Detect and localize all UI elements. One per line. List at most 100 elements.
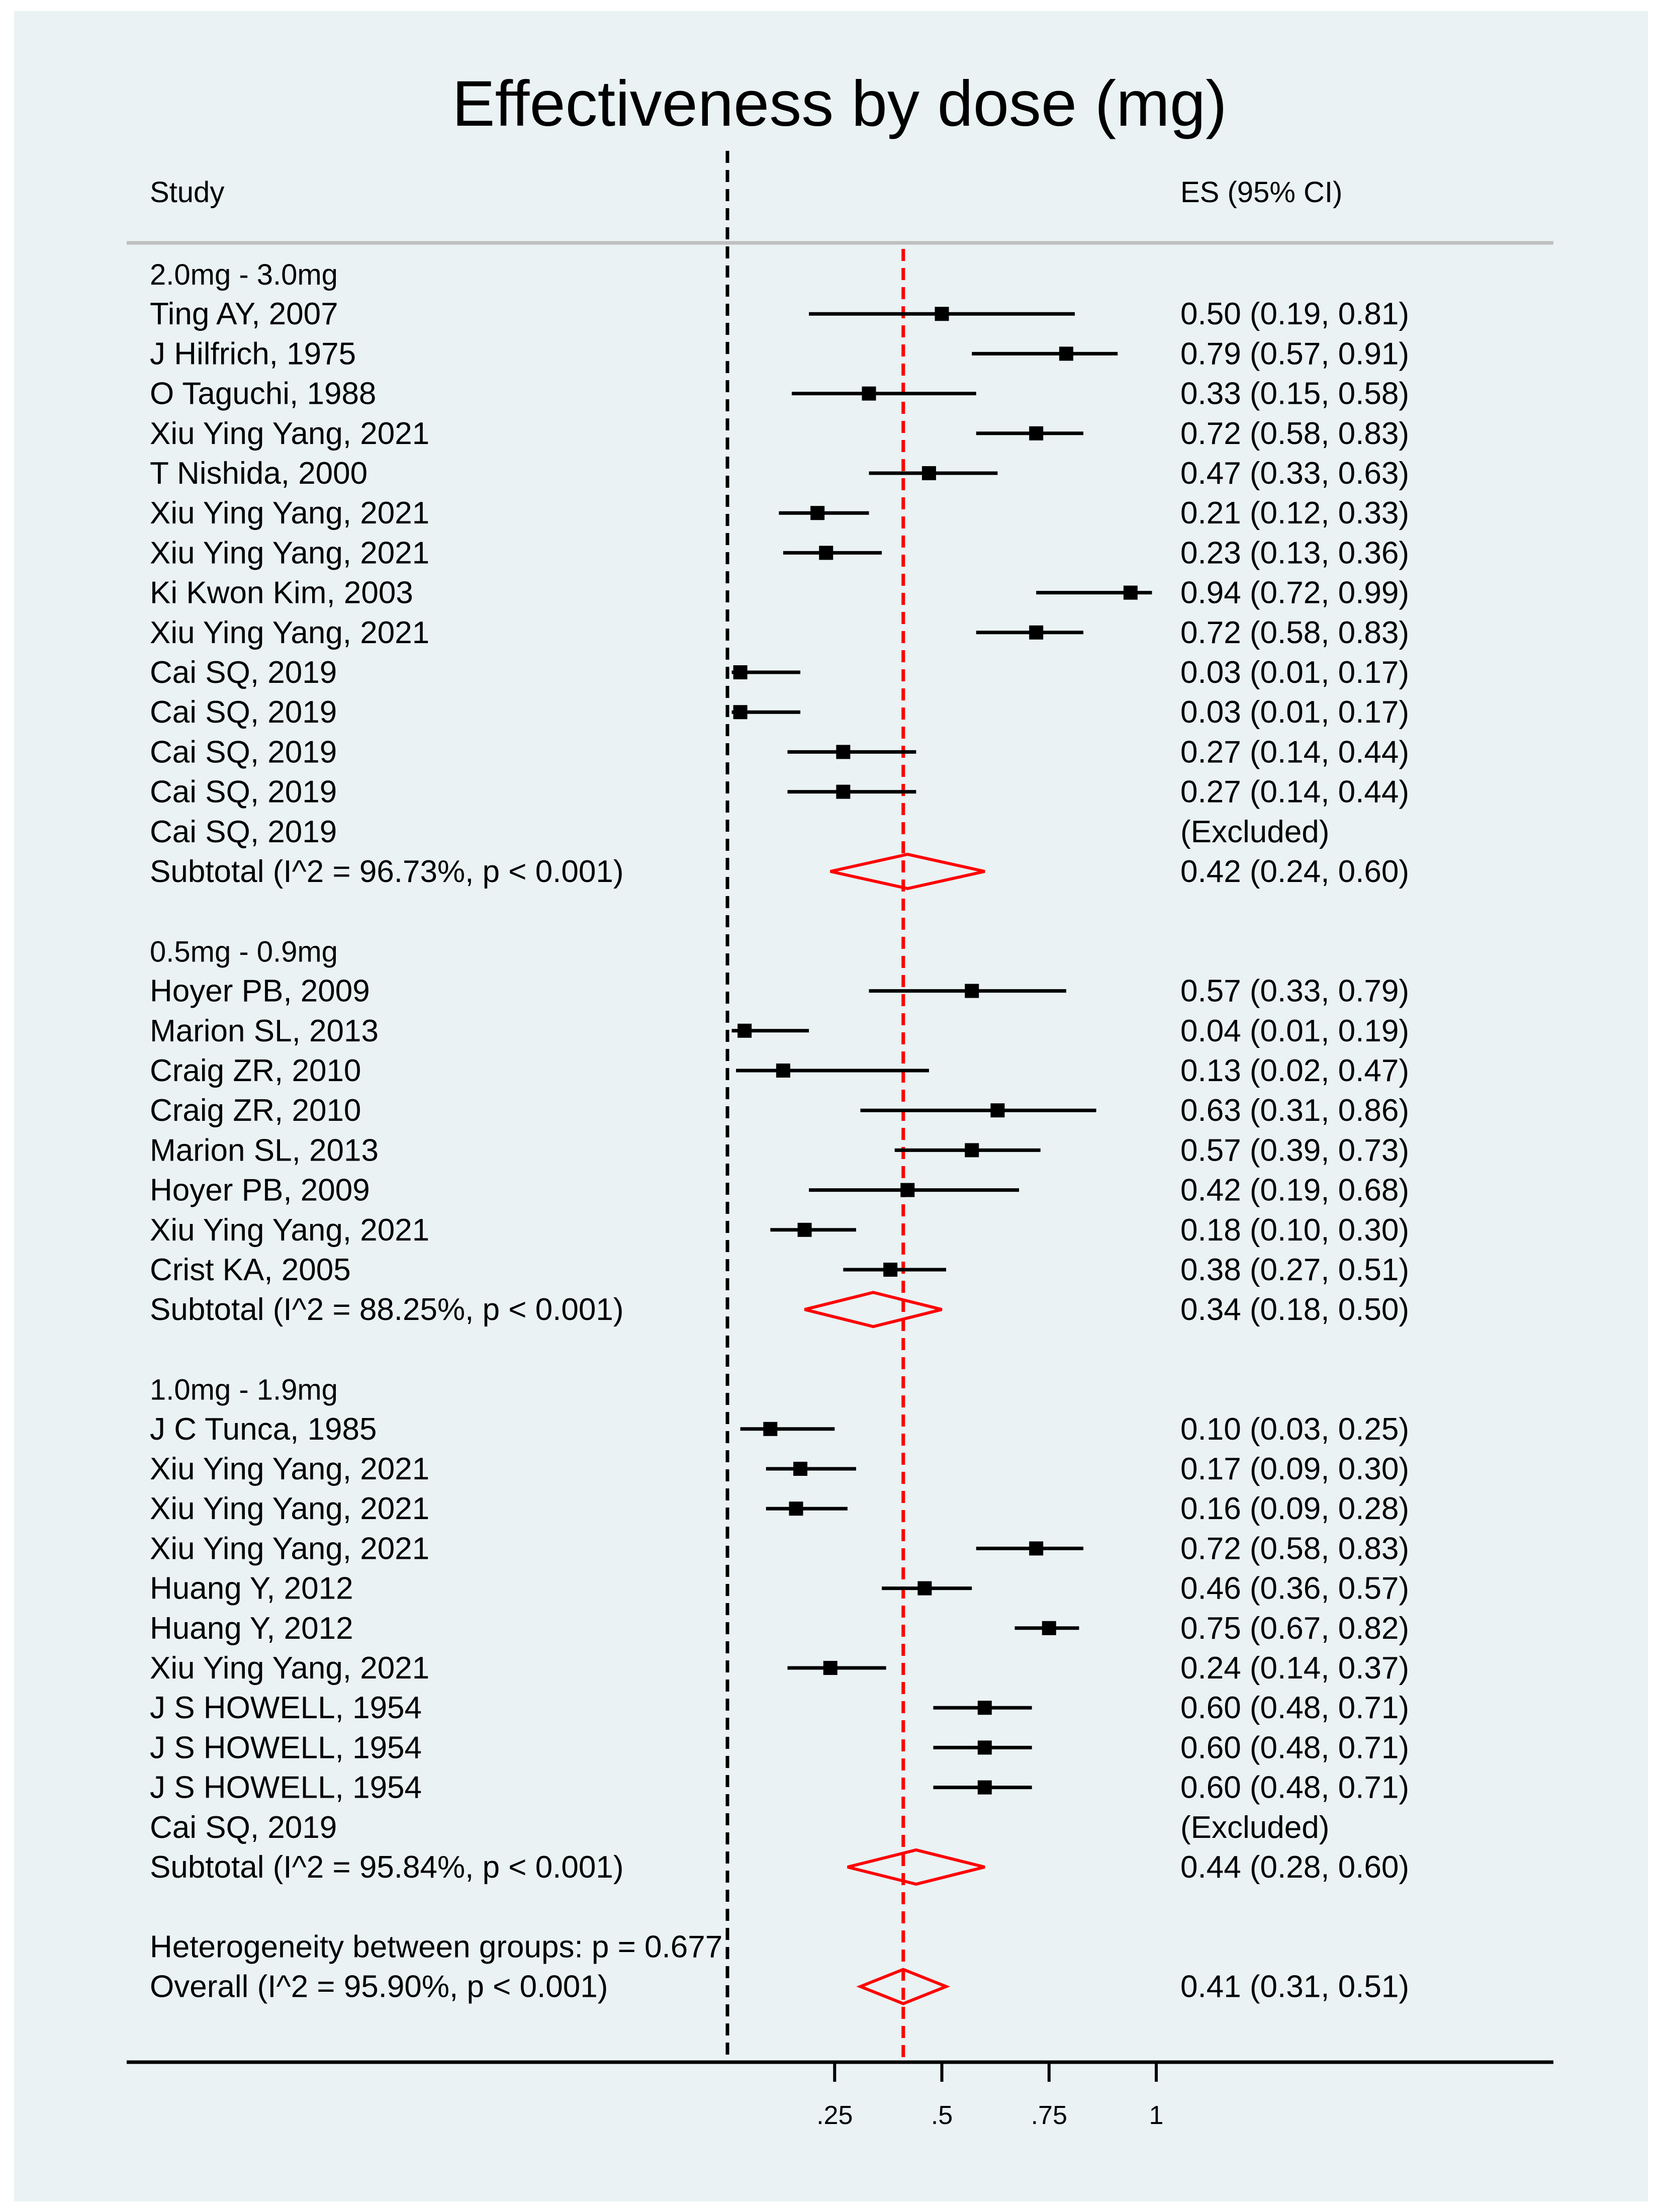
- es-ci-label: 0.23 (0.13, 0.36): [1180, 536, 1409, 570]
- study-row: Xiu Ying Yang, 2021 0.17 (0.09, 0.30): [150, 1452, 1409, 1486]
- effect-marker: [823, 1661, 838, 1675]
- study-label: Xiu Ying Yang, 2021: [150, 1531, 429, 1566]
- effect-marker: [921, 466, 936, 480]
- effect-marker: [789, 1501, 803, 1516]
- es-ci-label: 0.03 (0.01, 0.17): [1180, 695, 1409, 730]
- es-ci-label: 0.33 (0.15, 0.58): [1180, 377, 1409, 411]
- es-column-header: ES (95% CI): [1180, 176, 1342, 209]
- study-row: Xiu Ying Yang, 2021 0.21 (0.12, 0.33): [150, 496, 1409, 530]
- study-label: Xiu Ying Yang, 2021: [150, 1491, 429, 1526]
- es-ci-label: (Excluded): [1180, 815, 1329, 849]
- effect-marker: [1059, 346, 1073, 361]
- study-row: Xiu Ying Yang, 2021 0.72 (0.58, 0.83): [150, 416, 1409, 451]
- x-tick-label: .5: [931, 2101, 953, 2130]
- study-row: J S HOWELL, 1954 0.60 (0.48, 0.71): [150, 1730, 1409, 1765]
- effect-marker: [733, 705, 748, 720]
- study-row: Hoyer PB, 2009 0.42 (0.19, 0.68): [150, 1173, 1409, 1208]
- effect-marker: [935, 307, 949, 321]
- effect-marker: [1029, 1541, 1044, 1556]
- heterogeneity-label: Heterogeneity between groups: p = 0.677: [150, 1929, 722, 1964]
- overall-diamond: [856, 1968, 951, 2005]
- study-row: Cai SQ, 2019 (Excluded): [150, 815, 1329, 849]
- study-label: Hoyer PB, 2009: [150, 1173, 370, 1208]
- study-label: T Nishida, 2000: [150, 456, 367, 491]
- es-ci-label: 0.47 (0.33, 0.63): [1180, 456, 1409, 491]
- study-label: Cai SQ, 2019: [150, 815, 337, 849]
- study-row: Xiu Ying Yang, 2021 0.72 (0.58, 0.83): [150, 1531, 1409, 1566]
- effect-marker: [900, 1183, 915, 1197]
- study-label: Cai SQ, 2019: [150, 655, 337, 690]
- study-label: J C Tunca, 1985: [150, 1412, 377, 1447]
- es-ci-label: 0.72 (0.58, 0.83): [1180, 1531, 1409, 1566]
- es-ci-label: 0.38 (0.27, 0.51): [1180, 1253, 1409, 1287]
- effect-marker: [990, 1103, 1005, 1118]
- study-label: Xiu Ying Yang, 2021: [150, 1452, 429, 1486]
- es-ci-label: 0.60 (0.48, 0.71): [1180, 1771, 1409, 1805]
- study-label: Huang Y, 2012: [150, 1611, 353, 1646]
- study-row: J S HOWELL, 1954 0.60 (0.48, 0.71): [150, 1691, 1409, 1725]
- es-ci-label: 0.60 (0.48, 0.71): [1180, 1691, 1409, 1725]
- subtotal-row: Subtotal (I^2 = 95.84%, p < 0.001) 0.44 (…: [150, 1848, 1409, 1886]
- x-axis-ticks: .25 .5 .75 1: [816, 2062, 1163, 2130]
- subtotal-diamond: [830, 852, 985, 891]
- study-row: Marion SL, 2013 0.04 (0.01, 0.19): [150, 1014, 1409, 1048]
- study-row: J S HOWELL, 1954 0.60 (0.48, 0.71): [150, 1771, 1409, 1805]
- study-label: Xiu Ying Yang, 2021: [150, 536, 429, 570]
- study-label: Cai SQ, 2019: [150, 735, 337, 769]
- study-row: Xiu Ying Yang, 2021 0.24 (0.14, 0.37): [150, 1651, 1409, 1686]
- study-label: Xiu Ying Yang, 2021: [150, 615, 429, 650]
- es-ci-label: (Excluded): [1180, 1810, 1329, 1845]
- overall-row: Overall (I^2 = 95.90%, p < 0.001) 0.41 (0…: [150, 1968, 1409, 2005]
- study-row: Xiu Ying Yang, 2021 0.16 (0.09, 0.28): [150, 1491, 1409, 1526]
- effect-marker: [836, 784, 851, 799]
- study-label: J Hilfrich, 1975: [150, 336, 356, 371]
- study-column-header: Study: [150, 176, 224, 209]
- es-ci-label: 0.17 (0.09, 0.30): [1180, 1452, 1409, 1486]
- effect-marker: [977, 1701, 992, 1715]
- effect-marker: [917, 1581, 932, 1596]
- es-ci-label: 0.50 (0.19, 0.81): [1180, 297, 1409, 331]
- study-label: Marion SL, 2013: [150, 1133, 379, 1168]
- overall-label: Overall (I^2 = 95.90%, p < 0.001): [150, 1970, 608, 2004]
- study-label: O Taguchi, 1988: [150, 377, 376, 411]
- overall-es-label: 0.41 (0.31, 0.51): [1180, 1970, 1409, 2004]
- es-ci-label: 0.10 (0.03, 0.25): [1180, 1412, 1409, 1447]
- es-ci-label: 0.24 (0.14, 0.37): [1180, 1651, 1409, 1686]
- study-label: Crist KA, 2005: [150, 1253, 351, 1287]
- study-row: Cai SQ, 2019 0.27 (0.14, 0.44): [150, 735, 1409, 769]
- es-ci-label: 0.72 (0.58, 0.83): [1180, 615, 1409, 650]
- es-ci-label: 0.60 (0.48, 0.71): [1180, 1730, 1409, 1765]
- chart-title: Effectiveness by dose (mg): [452, 68, 1227, 140]
- study-row: Xiu Ying Yang, 2021 0.72 (0.58, 0.83): [150, 615, 1409, 650]
- effect-marker: [883, 1263, 898, 1277]
- study-row: Cai SQ, 2019 0.03 (0.01, 0.17): [150, 655, 1409, 690]
- subtotal-diamond: [804, 1291, 943, 1329]
- subtotal-es-label: 0.34 (0.18, 0.50): [1180, 1292, 1409, 1327]
- es-ci-label: 0.75 (0.67, 0.82): [1180, 1611, 1409, 1646]
- es-ci-label: 0.42 (0.19, 0.68): [1180, 1173, 1409, 1208]
- effect-marker: [737, 1023, 752, 1038]
- es-ci-label: 0.27 (0.14, 0.44): [1180, 775, 1409, 810]
- study-row: Xiu Ying Yang, 2021 0.23 (0.13, 0.36): [150, 536, 1409, 570]
- study-row: Crist KA, 2005 0.38 (0.27, 0.51): [150, 1253, 1409, 1287]
- study-label: Xiu Ying Yang, 2021: [150, 416, 429, 451]
- study-row: Ting AY, 2007 0.50 (0.19, 0.81): [150, 297, 1409, 331]
- study-row: Marion SL, 2013 0.57 (0.39, 0.73): [150, 1133, 1409, 1168]
- subtotal-row: Subtotal (I^2 = 88.25%, p < 0.001) 0.34 (…: [150, 1291, 1409, 1329]
- study-label: Xiu Ying Yang, 2021: [150, 1651, 429, 1686]
- study-label: Cai SQ, 2019: [150, 695, 337, 730]
- effect-marker: [797, 1222, 812, 1237]
- effect-marker: [733, 665, 748, 679]
- subtotal-label: Subtotal (I^2 = 96.73%, p < 0.001): [150, 854, 624, 889]
- study-label: Xiu Ying Yang, 2021: [150, 496, 429, 530]
- study-label: Huang Y, 2012: [150, 1571, 353, 1606]
- study-label: Craig ZR, 2010: [150, 1053, 361, 1088]
- es-ci-label: 0.04 (0.01, 0.19): [1180, 1014, 1409, 1048]
- forest-rows: 2.0mg - 3.0mg Ting AY, 2007 0.50 (0.19, 0.…: [150, 258, 1409, 2005]
- study-row: T Nishida, 2000 0.47 (0.33, 0.63): [150, 456, 1409, 491]
- effect-marker: [977, 1780, 992, 1795]
- es-ci-label: 0.72 (0.58, 0.83): [1180, 416, 1409, 451]
- effect-marker: [763, 1422, 778, 1436]
- effect-marker: [776, 1064, 790, 1078]
